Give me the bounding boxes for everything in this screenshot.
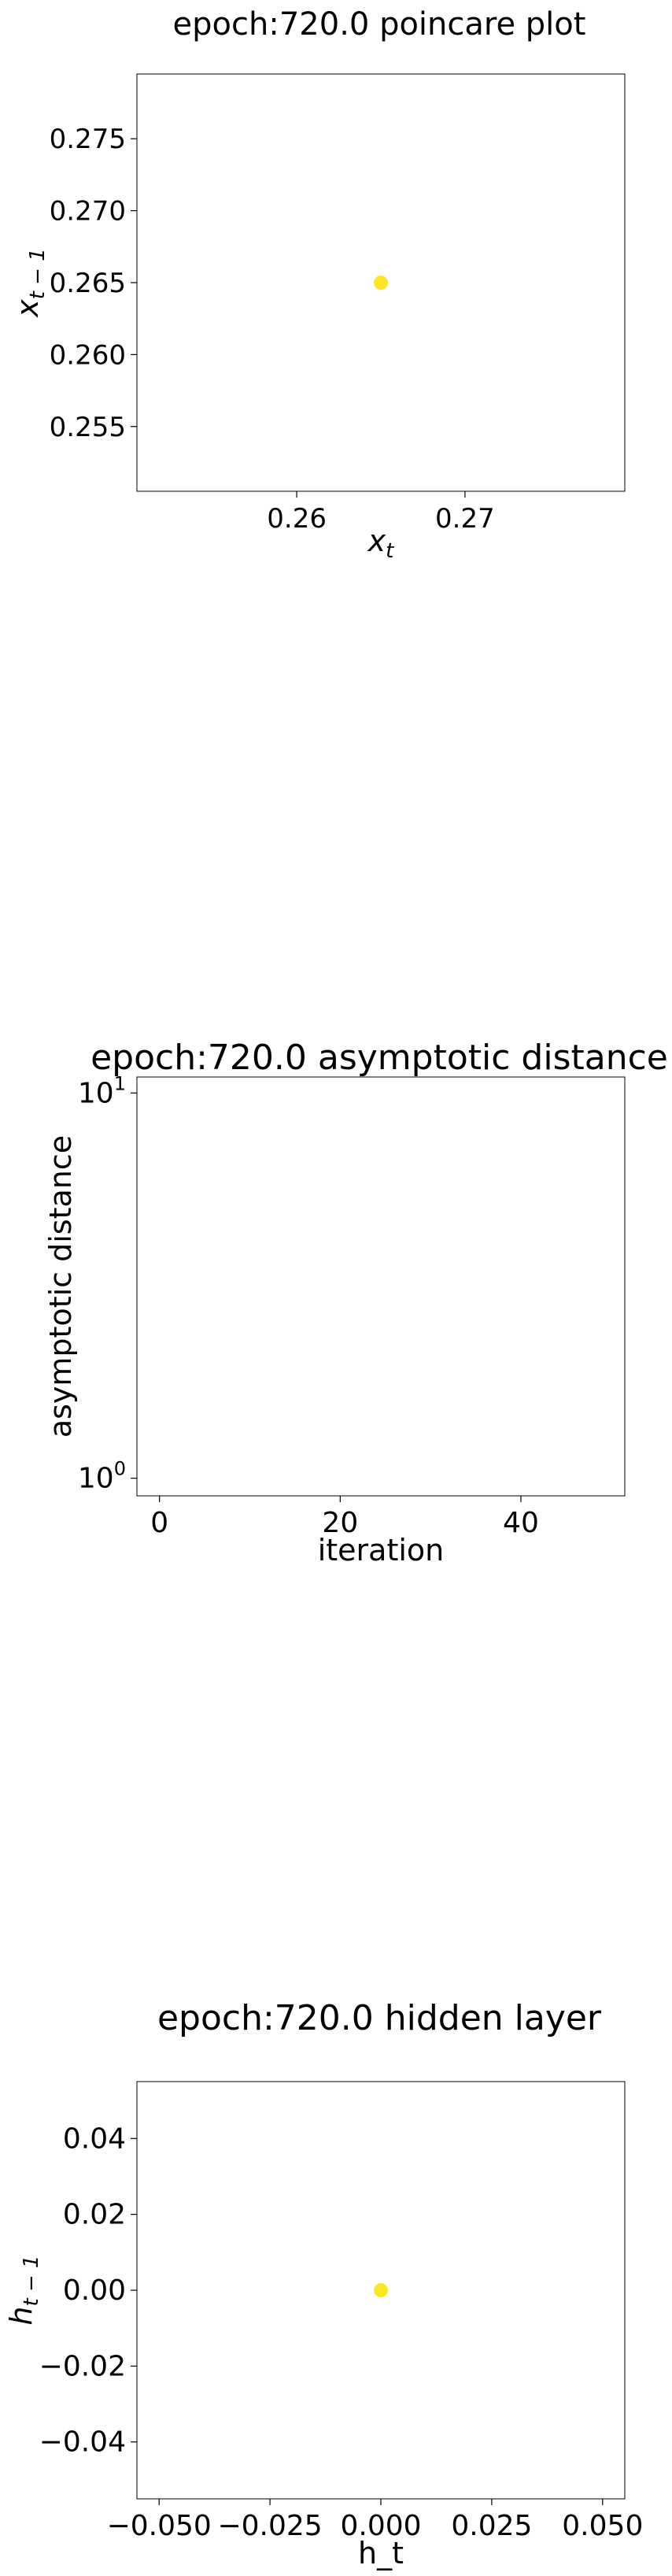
y-tick-label: 0.270 (50, 196, 126, 228)
y-tick-label: 0.275 (50, 124, 126, 155)
chart-title: epoch:720.0 hidden layer (157, 1998, 602, 2038)
hidden-layer-chart: epoch:720.0 hidden layer −0.04−0.020.000… (4, 1998, 643, 2570)
x-axis-label: h_t (358, 2536, 404, 2570)
y-tick-label: −0.02 (39, 2350, 126, 2382)
chart-title: epoch:720.0 poincare plot (173, 6, 586, 43)
x-tick-label: 0 (150, 1507, 168, 1539)
x-tick-label: 0.27 (435, 503, 495, 535)
poincare-chart: epoch:720.0 poincare plot 0.255 0.260 0.26… (10, 6, 626, 563)
x-tick-label: 0.025 (451, 2510, 532, 2542)
x-tick-label: 20 (322, 1507, 358, 1539)
x-tick-label: −0.025 (217, 2510, 322, 2542)
y-tick-label: 0.02 (63, 2199, 126, 2231)
y-axis-ticks: 0.255 0.260 0.265 0.270 0.275 (50, 124, 137, 443)
y-tick-label: 0.260 (50, 339, 126, 371)
y-tick-label: 0.00 (63, 2274, 126, 2307)
y-axis-label: asymptotic distance (43, 1135, 78, 1438)
asymptotic-chart: epoch:720.0 asymptotic distance 100 101 0… (43, 1038, 668, 1567)
x-axis-ticks: −0.050 −0.025 0.000 0.025 0.050 (107, 2499, 643, 2542)
data-points (374, 276, 388, 290)
data-point (374, 2283, 388, 2297)
x-tick-label: 0.050 (562, 2510, 643, 2542)
x-axis-label: xt (367, 524, 395, 563)
x-tick-label: 0.26 (267, 503, 327, 535)
y-axis-label: ht − 1 (4, 2255, 43, 2325)
plot-area (136, 1076, 626, 1497)
x-tick-label: −0.050 (107, 2510, 212, 2542)
y-tick-label: 0.04 (63, 2123, 126, 2155)
y-axis-ticks: 100 101 (78, 1072, 137, 1495)
y-tick-label: 101 (78, 1072, 126, 1109)
x-tick-label: 0.000 (340, 2510, 421, 2542)
chart-panel-poincare: epoch:720.0 poincare plot 0.255 0.260 0.26… (0, 0, 672, 598)
y-axis-ticks: −0.04 −0.02 0.00 0.02 0.04 (39, 2123, 137, 2459)
y-tick-label: 100 (78, 1458, 126, 1495)
chart-panel-hidden: epoch:720.0 hidden layer −0.04 −0.02 0.00 0… (0, 1984, 672, 2573)
data-point (374, 276, 388, 290)
chart-title: epoch:720.0 asymptotic distance (90, 1038, 668, 1078)
y-tick-label: −0.04 (39, 2426, 126, 2459)
data-points (374, 2283, 388, 2297)
chart-panel-asymptotic: epoch:720.0 asymptotic distance 100 101 0… (0, 1023, 672, 1590)
y-tick-label: 0.255 (50, 412, 126, 443)
x-axis-ticks: 0 20 40 (150, 1496, 539, 1539)
y-tick-label: 0.265 (50, 268, 126, 299)
y-axis-label: xt − 1 (10, 248, 50, 318)
x-axis-ticks: 0.26 0.27 (267, 491, 495, 535)
x-tick-label: 40 (503, 1507, 539, 1539)
x-axis-label: iteration (318, 1533, 445, 1567)
